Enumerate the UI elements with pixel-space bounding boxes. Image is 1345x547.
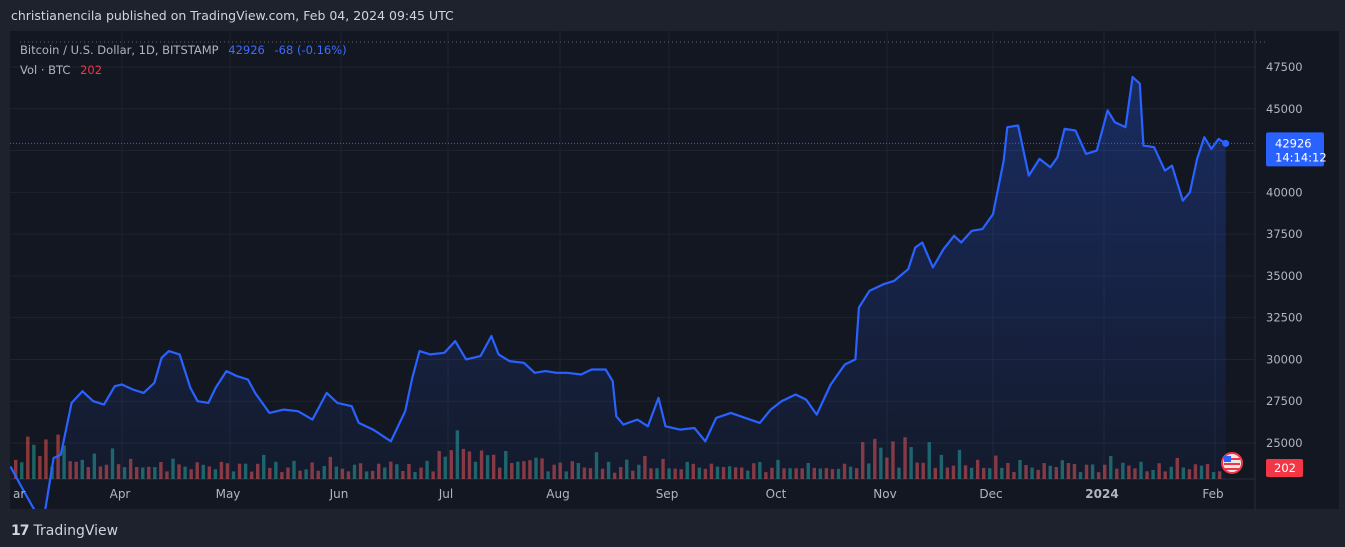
x-tick-label: Oct: [766, 487, 787, 501]
y-tick-label: 30000: [1266, 352, 1303, 366]
chart-pane[interactable]: 25000 27500 30000 32500 35000 37500 40000 45000…: [10, 31, 1339, 509]
price-line: [10, 75, 1227, 509]
volume-tag-value: 202: [1274, 461, 1296, 475]
volume-bar: [14, 459, 18, 479]
y-tick-label: 35000: [1266, 269, 1303, 283]
x-tick-label: May: [216, 487, 241, 501]
legend-change: -68 (-0.16%): [274, 43, 347, 57]
x-tick-label: Jun: [329, 487, 349, 501]
tradingview-logo-icon: 17: [11, 523, 30, 539]
price-area: [10, 77, 1226, 509]
volume-bar: [44, 439, 48, 479]
us-flag-stripe: [1224, 468, 1240, 470]
x-tick-label: Nov: [873, 487, 896, 501]
us-flag-stripe: [1224, 463, 1240, 465]
us-flag-canton: [1224, 456, 1231, 462]
volume-bar: [38, 456, 42, 479]
y-tick-label: 45000: [1266, 102, 1303, 116]
footer-brand[interactable]: 17 TradingView: [11, 523, 118, 539]
legend-volume-label[interactable]: Vol · BTC: [20, 63, 71, 77]
price-tag-countdown: 14:14:12: [1275, 150, 1327, 164]
volume-bar: [32, 444, 36, 479]
x-tick-label: Sep: [656, 487, 679, 501]
brand-name: TradingView: [33, 523, 119, 539]
price-tag-box: [1266, 132, 1324, 167]
legend-symbol[interactable]: Bitcoin / U.S. Dollar, 1D, BITSTAMP: [20, 43, 219, 57]
chart-svg[interactable]: 25000 27500 30000 32500 35000 37500 40000 45000…: [10, 31, 1339, 509]
x-tick-label: Feb: [1202, 487, 1223, 501]
volume-bar: [20, 462, 24, 479]
x-tick-label: 2024: [1085, 487, 1118, 501]
y-tick-label: 40000: [1266, 185, 1303, 199]
y-tick-label: 25000: [1266, 436, 1303, 450]
y-tick-label: 27500: [1266, 394, 1303, 408]
y-tick-label: 37500: [1266, 227, 1303, 241]
x-tick-label: Jul: [438, 487, 453, 501]
x-tick-label: ar: [13, 487, 25, 501]
legend: Bitcoin / U.S. Dollar, 1D, BITSTAMP 4292…: [20, 40, 347, 80]
volume-bar: [26, 436, 30, 479]
y-tick-label: 47500: [1266, 60, 1303, 74]
x-tick-label: Apr: [110, 487, 131, 501]
us-flag-stripe: [1224, 458, 1240, 460]
legend-last-price: 42926: [228, 43, 265, 57]
y-tick-label: 32500: [1266, 311, 1303, 325]
x-tick-label: Aug: [546, 487, 569, 501]
volume-tag-box: [1266, 459, 1303, 477]
legend-volume-value: 202: [80, 63, 103, 77]
x-tick-label: Dec: [979, 487, 1002, 501]
published-line: christianencila published on TradingView…: [11, 8, 454, 23]
price-tag-price: 42926: [1275, 136, 1312, 150]
